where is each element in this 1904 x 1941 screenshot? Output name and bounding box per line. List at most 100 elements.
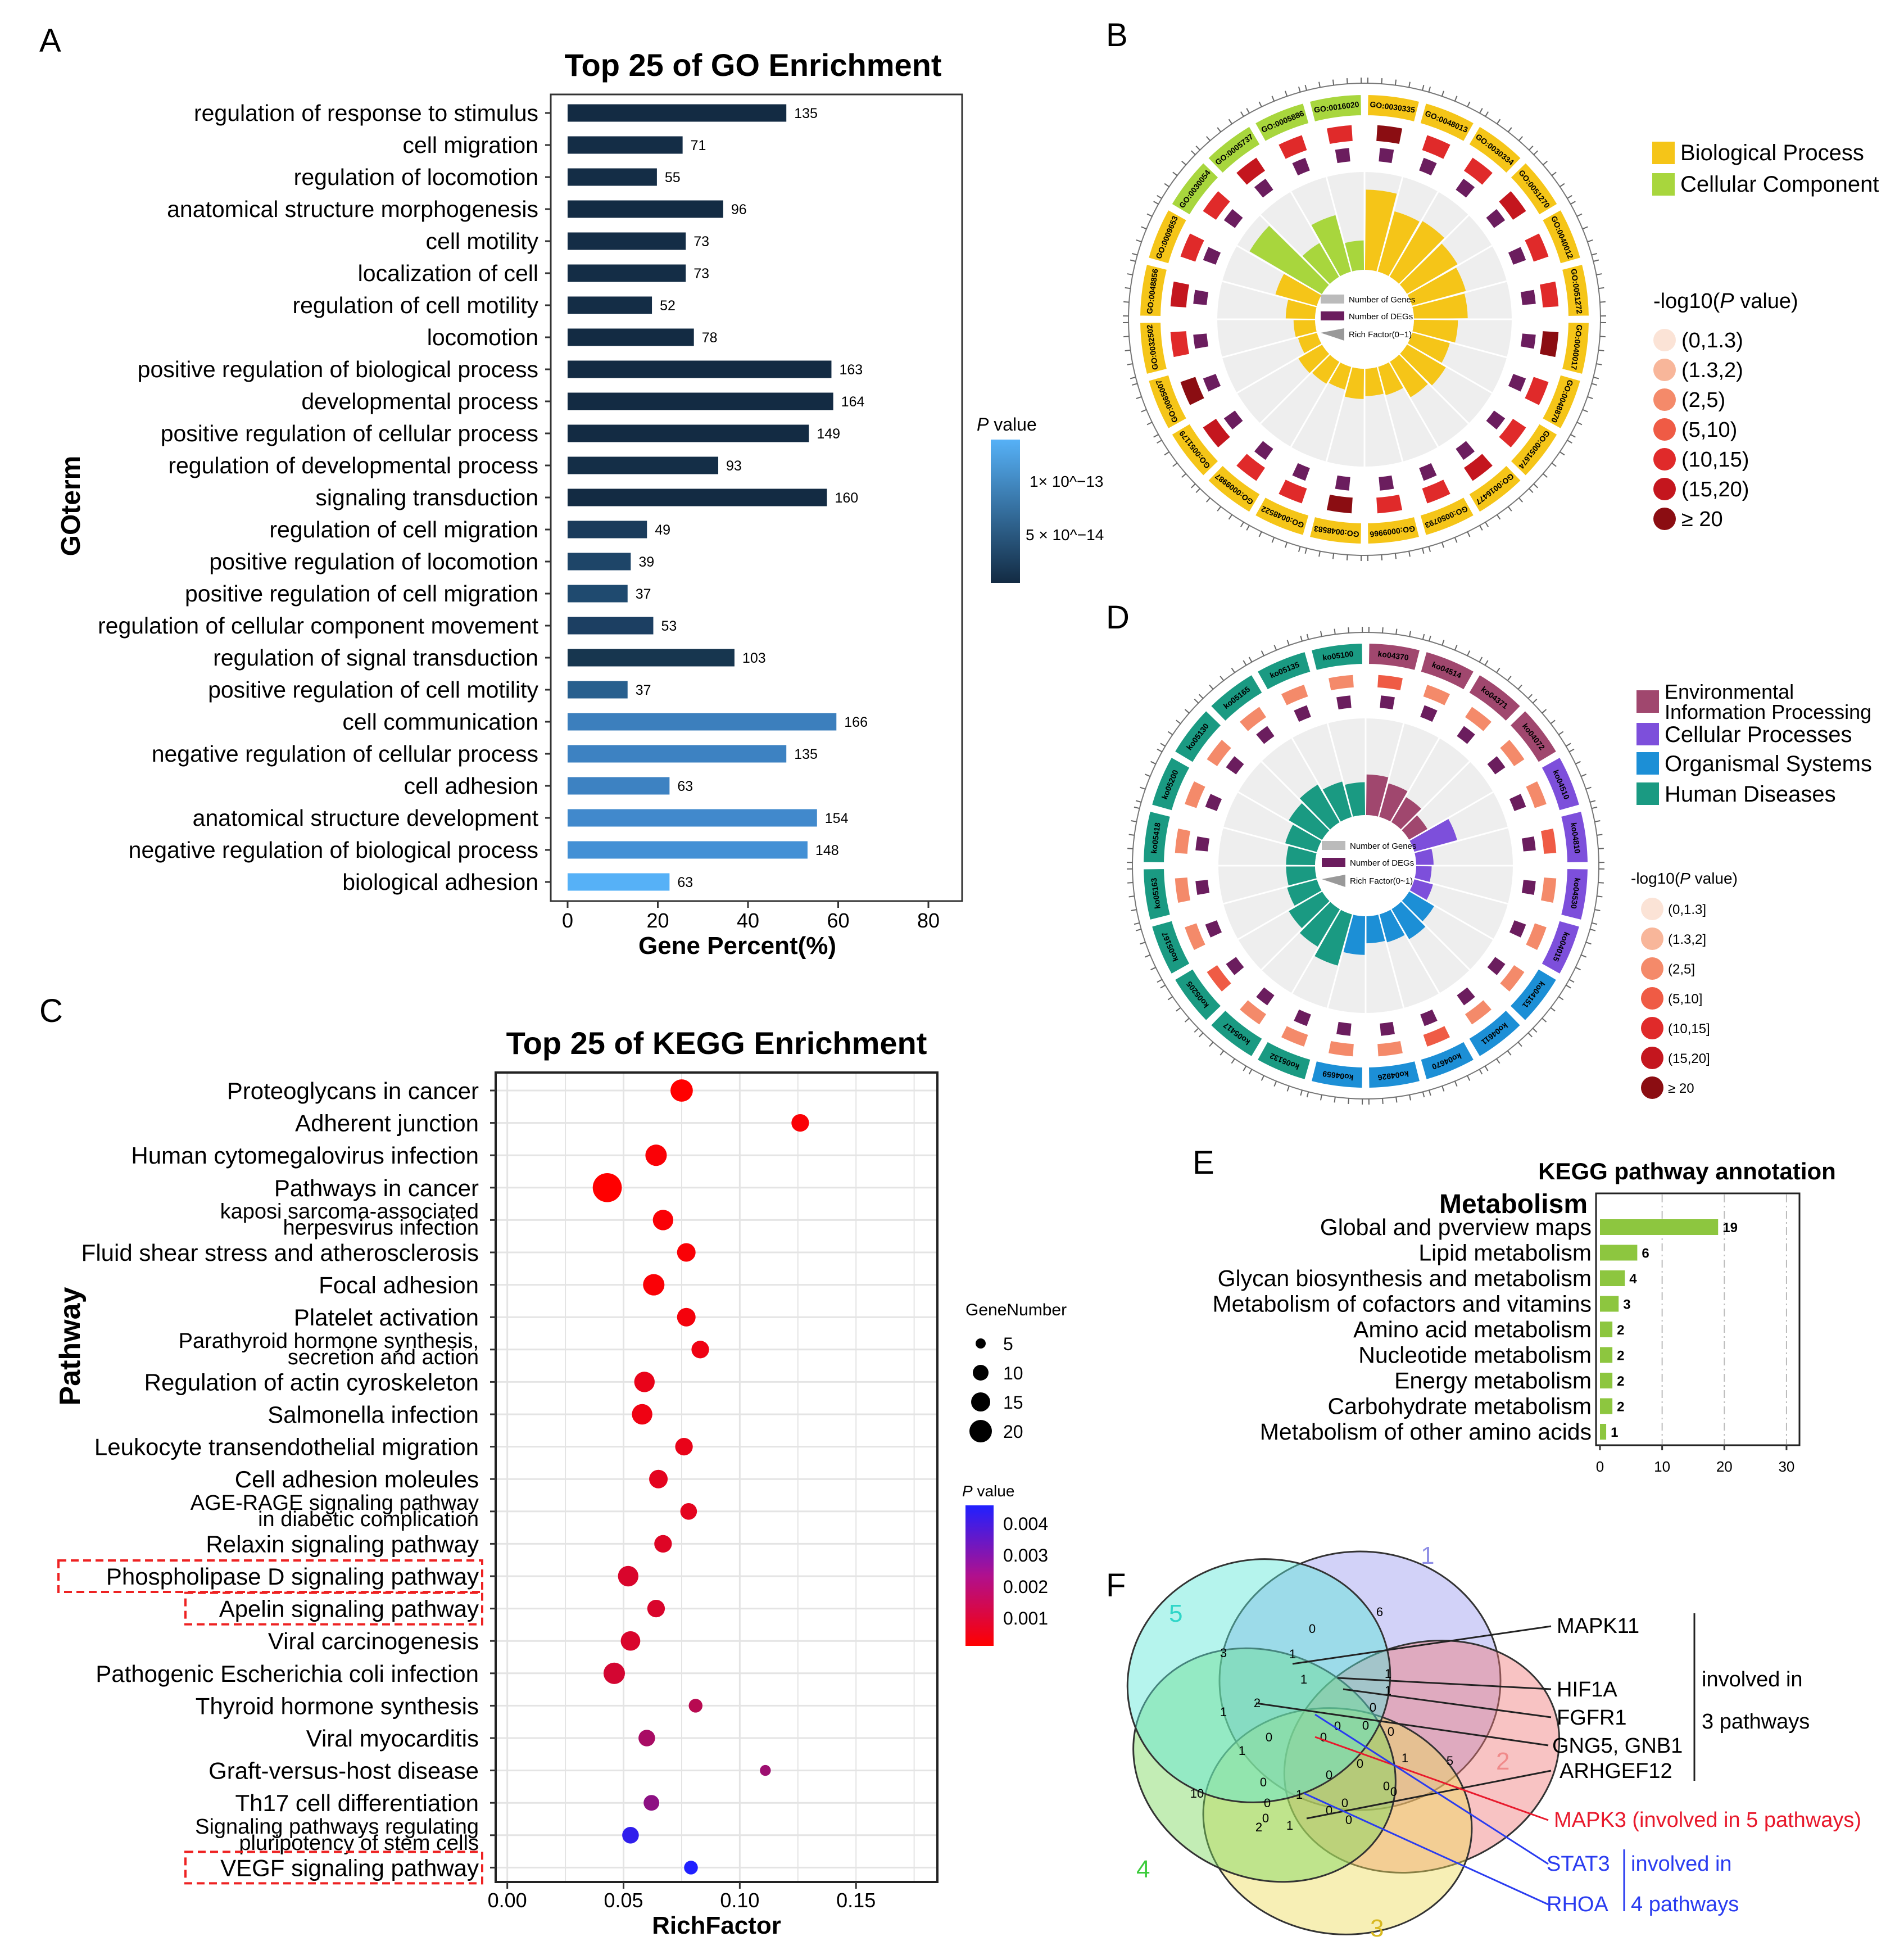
- panel-d-id-segment: [1367, 643, 1421, 672]
- panel-b-center-legend-degs: Number of DEGs: [1349, 312, 1413, 322]
- panel-a-bar: [568, 360, 832, 378]
- panel-c-pathway-label: Cell adhesion moleules: [235, 1466, 479, 1492]
- panel-d-id-segment: [1173, 967, 1222, 1022]
- panel-d-pvalue-label: (1.3,2]: [1668, 932, 1706, 947]
- panel-d-rich-factor-bar: [1379, 783, 1408, 822]
- panel-d-id-segment: [1143, 810, 1172, 864]
- panel-d-legend-swatch-eip: [1636, 690, 1659, 713]
- panel-a-bar-value: 78: [702, 330, 718, 346]
- annotation-line-mapk11: [1292, 1625, 1552, 1665]
- panel-c-pathway-label: Regulation of actin cyroskeleton: [144, 1369, 479, 1395]
- panel-d-scale-tick: [1140, 786, 1146, 790]
- panel-d-scale-tick: [1134, 806, 1140, 809]
- panel-d-gene-count-bar: [1540, 877, 1557, 903]
- panel-b-gene-count-bar: [1279, 479, 1307, 504]
- panel-b-scale-tick: [1518, 497, 1524, 503]
- panel-d-id-segment: [1540, 756, 1581, 812]
- panel-a-bar: [568, 713, 837, 731]
- panel-d-id-segment: [1209, 673, 1264, 722]
- venn-region-count: 0: [1390, 1785, 1397, 1799]
- panel-d-id-segment: [1560, 810, 1589, 864]
- panel-c-gridlines: [497, 1074, 936, 1881]
- panel-b-scale-tick: [1593, 377, 1599, 379]
- panel-b-inner-divider: [1376, 367, 1404, 462]
- annotation-line-stat3: [1314, 1713, 1549, 1865]
- panel-a-category-label: signaling transduction: [315, 485, 538, 510]
- panel-e-plot-frame: [1595, 1192, 1801, 1446]
- panel-d-id-segment: [1310, 1060, 1364, 1089]
- panel-b-id-segment: [1139, 322, 1168, 375]
- panel-b-rich-factor-bar: [1311, 215, 1352, 277]
- panel-a-category-label: cell adhesion: [404, 773, 538, 799]
- panel-d-scale-tick: [1194, 698, 1199, 704]
- panel-b-deg-count-bar: [1379, 148, 1394, 164]
- panel-d-scale-tick: [1261, 1075, 1264, 1081]
- panel-c-point: [688, 1699, 703, 1713]
- panel-d-scale-tick: [1558, 996, 1564, 1001]
- panel-b-deg-count-bar: [1292, 157, 1310, 176]
- panel-d-scale-tick: [1198, 1032, 1204, 1038]
- panel-d-deg-count-bar: [1294, 1009, 1311, 1026]
- panel-b-gene-count-bar: [1376, 494, 1403, 514]
- panel-b-rich-factor-bar: [1329, 362, 1352, 390]
- panel-d-scale-tick: [1144, 773, 1150, 777]
- panel-c-size-legend-dot: [971, 1392, 990, 1411]
- panel-b-scale-tick: [1130, 377, 1136, 379]
- panel-d-id-segment: [1540, 920, 1581, 975]
- panel-a-x-ticks: 0 20 40 60 80: [562, 901, 940, 932]
- panel-d-scale-tick: [1176, 720, 1181, 725]
- panel-b-scale-tick: [1228, 119, 1233, 124]
- venn-set-4: [1132, 1647, 1397, 1883]
- panel-c-point: [652, 1210, 674, 1230]
- panel-b-rich-factor-bar: [1345, 240, 1364, 272]
- panel-d-id-label: ko05100: [1322, 649, 1354, 662]
- gene-label-mapk3: MAPK3 (involved in 5 pathways): [1554, 1808, 1861, 1832]
- panel-d-scale-tick: [1467, 650, 1471, 656]
- panel-d-scale-tick: [1248, 657, 1253, 663]
- panel-b-scale-tick: [1381, 554, 1383, 560]
- panel-d-scale-tick: [1184, 1017, 1190, 1022]
- panel-b-inner-divider: [1222, 331, 1317, 359]
- panel-d-scale-tick: [1454, 1081, 1458, 1087]
- venn-set-label-3: 3: [1370, 1915, 1384, 1941]
- panel-c-pathway-label: Viral carcinogenesis: [268, 1628, 479, 1654]
- panel-b-deg-count-bar: [1203, 374, 1221, 392]
- panel-c-pvalue-tick-label: 0.003: [1003, 1545, 1048, 1566]
- panel-d-rich-factor-bar: [1391, 797, 1422, 830]
- venn-set-label-1: 1: [1421, 1542, 1434, 1569]
- panel-b-id-segment: [1541, 209, 1582, 265]
- panel-b-center-legend-rich-swatch: [1321, 328, 1344, 341]
- panel-e-category-label: Nucleotide metabolism: [1358, 1342, 1592, 1368]
- venn-region-count: 5: [1447, 1754, 1453, 1768]
- panel-d-scale-tick: [1590, 800, 1596, 803]
- panel-b-scale-tick: [1318, 82, 1321, 88]
- panel-d-rich-factor-bar: [1299, 784, 1340, 830]
- panel-d-inner-divider: [1377, 914, 1405, 1008]
- panel-a-legend-title-rest: value: [989, 414, 1036, 435]
- panel-e-bar: [1600, 1270, 1625, 1286]
- panel-b-id-segment: [1467, 464, 1522, 513]
- panel-d-gene-count-bar: [1500, 965, 1525, 992]
- panel-b-inner-divider: [1412, 280, 1507, 307]
- panel-a-legend-colorbar: [991, 440, 1020, 583]
- panel-a-bar: [568, 745, 787, 763]
- panel-b-scale-tick: [1164, 451, 1169, 456]
- panel-b-pvalue-title-pre: -log10(: [1653, 289, 1720, 313]
- annotation-line-mapk3: [1314, 1736, 1549, 1821]
- panel-b-rich-factor-bar: [1399, 344, 1446, 386]
- panel-e-category-label: Metabolism of cofactors and vitamins: [1213, 1291, 1592, 1317]
- panel-a-pvalue-legend: P value 1× 10^−13 5 × 10^−14: [977, 414, 1104, 583]
- panel-d-id-segment: [1367, 1060, 1421, 1089]
- panel-e-bar: [1600, 1398, 1613, 1414]
- panel-d-deg-count-bar: [1509, 794, 1526, 811]
- panel-b-scale-tick: [1467, 101, 1471, 107]
- panel-d-pvalue-items: (0,1.3] (1.3,2] (2,5] (5,10] (10,15] (15,20] ≥…: [1641, 898, 1710, 1099]
- panel-c-size-legend-label: 15: [1003, 1392, 1023, 1413]
- panel-d-id-label: ko04370: [1377, 649, 1409, 662]
- panel-d-kegg-circle-chart: D ko04370ko04514ko04371ko04072ko04510ko0…: [1106, 599, 1872, 1105]
- panel-c-point: [634, 1372, 655, 1392]
- panel-c-size-legend-dot: [969, 1420, 992, 1442]
- panel-d-rich-factor-bar: [1409, 879, 1433, 901]
- panel-b-scale-tick: [1582, 226, 1588, 230]
- panel-b-inner-divider: [1259, 354, 1330, 424]
